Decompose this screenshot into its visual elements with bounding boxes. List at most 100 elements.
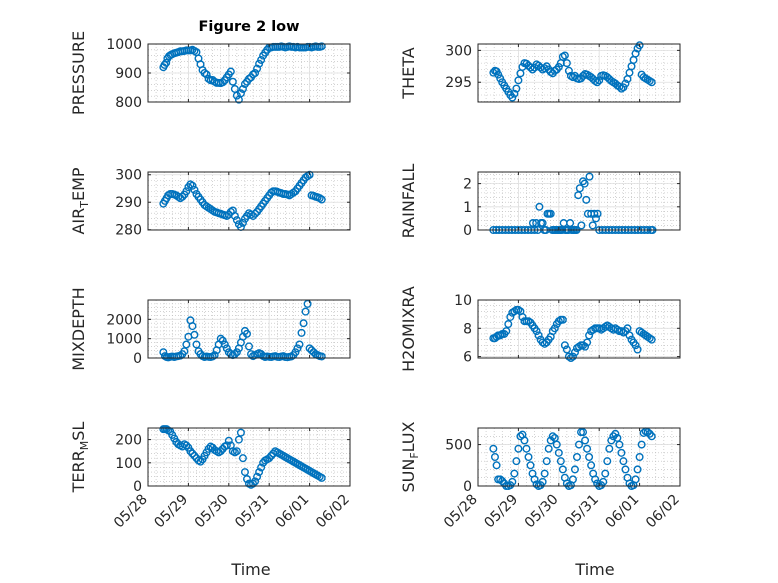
- x-axis-label-right: Time: [574, 560, 614, 579]
- data-point: [508, 93, 517, 102]
- data-point: [556, 457, 565, 466]
- y-axis-label-main: PRESSURE: [69, 31, 88, 115]
- data-point: [540, 64, 549, 73]
- data-point: [568, 352, 577, 361]
- data-point: [542, 457, 551, 466]
- data-point: [249, 70, 258, 79]
- y-tick-label: 0: [463, 223, 472, 239]
- data-point: [570, 465, 579, 474]
- data-point: [293, 344, 302, 353]
- data-point: [564, 66, 573, 75]
- data-point: [635, 453, 644, 462]
- data-point: [490, 453, 499, 462]
- y-tick-label: 0: [133, 351, 142, 367]
- data-point: [489, 444, 498, 453]
- data-point: [492, 461, 501, 470]
- data-point: [582, 195, 591, 204]
- y-tick-label: 2: [463, 177, 472, 193]
- y-axis-label-subscript: F: [408, 452, 421, 458]
- data-point: [512, 457, 521, 466]
- data-point: [520, 436, 529, 445]
- data-point: [544, 444, 553, 453]
- data-point: [251, 209, 260, 218]
- data-point: [224, 436, 233, 445]
- data-point: [232, 348, 241, 357]
- data-point: [178, 192, 187, 201]
- y-axis-label: PRESSURE: [69, 31, 88, 115]
- ticks: [477, 299, 681, 358]
- data-point: [619, 457, 628, 466]
- data-point: [562, 345, 571, 354]
- y-tick-label: 300: [445, 43, 472, 59]
- data-point: [575, 184, 584, 193]
- data-point: [546, 209, 555, 218]
- data-point: [587, 461, 596, 470]
- plot-area: [478, 172, 680, 230]
- data-point: [222, 441, 231, 450]
- y-tick-label: 10: [454, 293, 472, 309]
- data-point: [583, 338, 592, 347]
- y-tick-label: 6: [463, 350, 472, 366]
- data-point: [633, 465, 642, 474]
- data-point: [581, 436, 590, 445]
- data-point: [504, 320, 513, 329]
- y-tick-label: 1000: [106, 37, 142, 53]
- data-point: [182, 340, 191, 349]
- data-point: [222, 344, 231, 353]
- data-point: [238, 454, 247, 463]
- y-axis-label-main: H2OMIXRA: [399, 286, 418, 372]
- data-point: [510, 89, 519, 98]
- subplot-theta: 295 300 THETA: [399, 41, 681, 103]
- data-point: [295, 340, 304, 349]
- series-h2omixra: [489, 305, 656, 362]
- data-point: [236, 428, 245, 437]
- y-axis-label-main: RAINFALL: [399, 164, 418, 239]
- series-air_temp: [159, 170, 326, 231]
- data-point: [560, 51, 569, 60]
- y-axis-label: MIXDEPTH: [69, 287, 88, 370]
- data-point: [230, 350, 239, 359]
- data-point: [585, 172, 594, 181]
- data-point: [605, 444, 614, 453]
- data-point: [603, 457, 612, 466]
- data-point: [635, 41, 644, 50]
- data-point: [162, 58, 171, 67]
- y-tick-label: 8: [463, 321, 472, 337]
- y-tick-label: 0: [133, 479, 142, 495]
- data-point: [291, 348, 300, 357]
- data-point: [560, 341, 569, 350]
- data-point: [240, 80, 249, 89]
- data-point: [240, 468, 249, 477]
- data-point: [550, 324, 559, 333]
- data-point: [267, 451, 276, 460]
- data-point: [305, 170, 314, 179]
- y-axis-label-main: TERR: [69, 450, 88, 493]
- y-tick-label: 2000: [106, 312, 142, 328]
- data-point: [190, 330, 199, 339]
- axes-box: [477, 43, 681, 103]
- data-point: [526, 63, 535, 72]
- data-point: [623, 324, 632, 333]
- subplot-air_temp: 280 290 300 AIRTEMP: [69, 167, 351, 239]
- data-point: [581, 342, 590, 351]
- y-axis-label-tail: LUX: [399, 421, 418, 452]
- data-point: [196, 457, 205, 466]
- data-point: [590, 209, 599, 218]
- data-point: [188, 322, 197, 331]
- y-axis-label: RAINFALL: [399, 164, 418, 239]
- data-point: [202, 70, 211, 79]
- y-axis-label: SUNFLUX: [399, 421, 421, 492]
- data-point: [510, 469, 519, 478]
- data-point: [514, 76, 523, 85]
- ticks: [147, 428, 351, 487]
- data-point: [244, 342, 253, 351]
- y-tick-label: 0: [463, 479, 472, 495]
- data-point: [619, 83, 628, 92]
- data-point: [534, 331, 543, 340]
- ticks: [147, 43, 351, 103]
- y-tick-label: 200: [115, 433, 142, 449]
- data-point: [257, 55, 266, 64]
- data-point: [249, 211, 258, 220]
- data-point: [585, 331, 594, 340]
- data-point: [540, 469, 549, 478]
